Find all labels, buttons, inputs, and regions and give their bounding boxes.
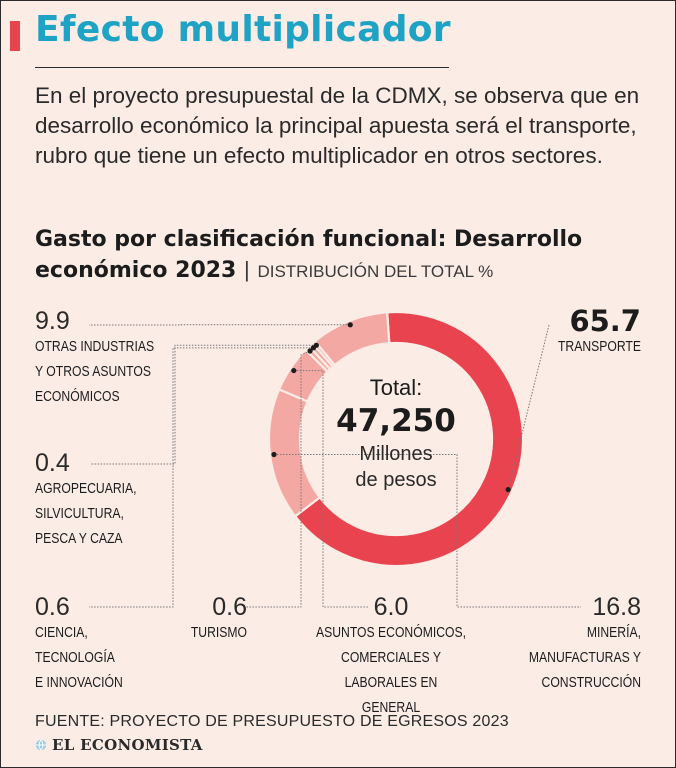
brand-name: EL ECONOMISTA: [52, 736, 203, 754]
category-turismo: TURISMO: [190, 625, 247, 641]
value-asuntos: 6.0: [373, 593, 409, 621]
brand-logo: EL ECONOMISTA: [35, 736, 203, 754]
total-label: Total:: [369, 375, 423, 400]
category-asuntos: ASUNTOS ECONÓMICOS, COMERCIALES Y LABORA…: [315, 625, 467, 716]
category-ciencia: CIENCIA, TECNOLOGÍA E INNOVACIÓN: [35, 625, 123, 691]
leader-dot-mineria: [271, 451, 277, 458]
category-agro: AGROPECUARIA, SILVICULTURA, PESCA Y CAZA: [35, 481, 137, 547]
leader-line-transporte: [507, 324, 550, 490]
leader-dot-turismo: [307, 348, 313, 354]
leader-dot-ciencia: [310, 345, 317, 351]
category-otras: OTRAS INDUSTRIAS Y OTROS ASUNTOS ECONÓMI…: [35, 339, 155, 405]
globe-icon: [35, 739, 47, 751]
value-turismo: 0.6: [212, 593, 247, 621]
leader-dot-asuntos: [291, 367, 297, 374]
intro-text: En el proyecto presupuestal de la CDMX, …: [35, 83, 640, 168]
chart-title-separator: |: [244, 257, 250, 282]
label-otras: 9.9 OTRAS INDUSTRIAS Y OTROS ASUNTOS ECO…: [35, 307, 255, 410]
leader-line-mineria: [273, 454, 581, 608]
label-transporte: 65.7 TRANSPORTE: [441, 307, 641, 360]
slice-otras: [313, 311, 391, 367]
value-otras: 9.9: [35, 307, 70, 335]
label-asuntos: 6.0 ASUNTOS ECONÓMICOS, COMERCIALES Y LA…: [301, 593, 481, 721]
chart-title-main: Gasto por clasificación funcional: Desar…: [35, 227, 583, 283]
label-agro: 0.4 AGROPECUARIA, SILVICULTURA, PESCA Y …: [35, 449, 235, 552]
value-mineria: 16.8: [592, 593, 641, 621]
value-ciencia: 0.6: [35, 593, 70, 621]
value-agro: 0.4: [35, 449, 70, 477]
category-mineria: MINERÍA, MANUFACTURAS Y CONSTRUCCIÓN: [528, 625, 641, 691]
total-unit-line2: de pesos: [355, 469, 437, 491]
source-note: FUENTE: PROYECTO DE PRESUPUESTO DE EGRES…: [35, 713, 509, 730]
leader-dot-otras: [347, 322, 353, 328]
value-transporte: 65.7: [569, 304, 641, 338]
leader-dot-transporte: [505, 486, 511, 493]
label-mineria: 16.8 MINERÍA, MANUFACTURAS Y CONSTRUCCIÓ…: [491, 593, 641, 696]
label-ciencia: 0.6 CIENCIA, TECNOLOGÍA E INNOVACIÓN: [35, 593, 185, 696]
label-turismo: 0.6 TURISMO: [161, 593, 247, 646]
slice-transporte: [294, 310, 525, 568]
leader-line-ciencia: [89, 347, 314, 608]
leader-line-turismo: [246, 350, 311, 608]
page-title: Efecto multiplicador: [35, 9, 451, 50]
slice-mineria: [267, 388, 321, 518]
total-value: 47,250: [336, 403, 456, 439]
title-accent-bar: [10, 21, 20, 51]
total-unit-line1: Millones: [359, 443, 433, 465]
chart-subtitle: DISTRIBUCIÓN DEL TOTAL %: [257, 262, 494, 281]
donut-center: Total: 47,250 Millones de pesos: [321, 375, 471, 493]
title-underline: [35, 67, 449, 68]
leader-line-asuntos: [293, 370, 369, 608]
chart-title: Gasto por clasificación funcional: Desar…: [35, 225, 655, 287]
category-transporte: TRANSPORTE: [557, 339, 641, 355]
